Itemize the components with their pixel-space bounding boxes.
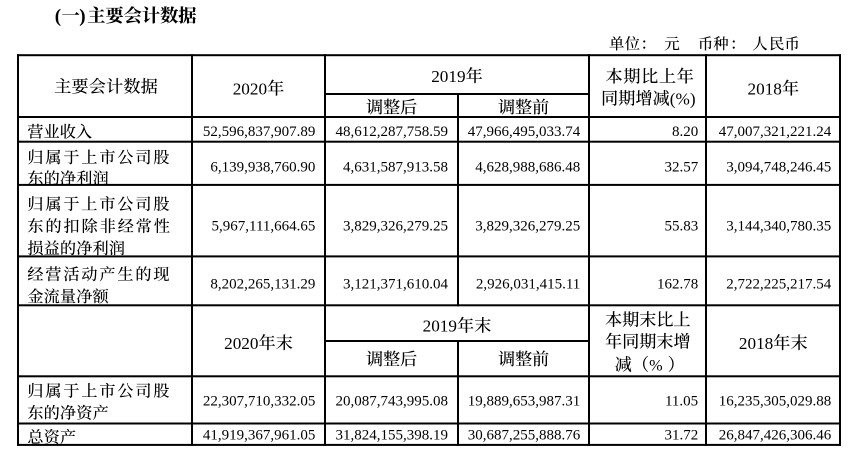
svg-text:6,139,938,760.90: 6,139,938,760.90	[210, 160, 315, 176]
svg-text:2,926,031,415.11: 2,926,031,415.11	[476, 277, 580, 293]
svg-text:3,829,326,279.25: 3,829,326,279.25	[475, 219, 580, 235]
svg-text:2020: 2020	[233, 79, 267, 98]
svg-text:19,889,653,987.31: 19,889,653,987.31	[468, 393, 581, 409]
svg-text:3,144,340,780.35: 3,144,340,780.35	[726, 219, 831, 235]
svg-text:8.20: 8.20	[672, 124, 698, 140]
svg-text:55.83: 55.83	[664, 219, 698, 235]
svg-text:30,687,255,888.76: 30,687,255,888.76	[468, 428, 581, 444]
svg-text:4,631,587,913.58: 4,631,587,913.58	[343, 160, 448, 176]
svg-text:(: (	[55, 6, 61, 27]
svg-text:11.05: 11.05	[665, 393, 698, 409]
svg-text:47,007,321,221.24: 47,007,321,221.24	[719, 124, 832, 140]
svg-text:32.57: 32.57	[664, 160, 698, 176]
svg-text:3,094,748,246.45: 3,094,748,246.45	[726, 160, 831, 176]
svg-text:): )	[79, 6, 85, 27]
svg-text:16,235,305,029.88: 16,235,305,029.88	[719, 393, 832, 409]
svg-text:47,966,495,033.74: 47,966,495,033.74	[468, 124, 581, 140]
svg-text:8,202,265,131.29: 8,202,265,131.29	[210, 277, 315, 293]
svg-text:31,824,155,398.19: 31,824,155,398.19	[336, 428, 449, 444]
svg-text:31.72: 31.72	[664, 428, 698, 444]
svg-text:41,919,367,961.05: 41,919,367,961.05	[203, 428, 316, 444]
svg-text:(%): (%)	[670, 89, 696, 108]
svg-text:2018: 2018	[748, 79, 782, 98]
svg-text:4,628,988,686.48: 4,628,988,686.48	[475, 160, 580, 176]
svg-text:3,829,326,279.25: 3,829,326,279.25	[343, 219, 448, 235]
svg-text:162.78: 162.78	[657, 277, 698, 293]
svg-text:2018: 2018	[739, 334, 773, 353]
svg-text:26,847,426,306.46: 26,847,426,306.46	[719, 428, 832, 444]
svg-text:20,087,743,995.08: 20,087,743,995.08	[336, 393, 449, 409]
svg-text:2,722,225,217.54: 2,722,225,217.54	[726, 277, 832, 293]
svg-text:22,307,710,332.05: 22,307,710,332.05	[203, 393, 316, 409]
svg-text:2019: 2019	[431, 67, 465, 86]
svg-text:3,121,371,610.04: 3,121,371,610.04	[343, 277, 449, 293]
svg-text:5,967,111,664.65: 5,967,111,664.65	[212, 219, 316, 235]
svg-text:%: %	[649, 356, 662, 374]
svg-text:2019: 2019	[423, 317, 457, 336]
svg-text:2020: 2020	[224, 334, 258, 353]
svg-text:48,612,287,758.59: 48,612,287,758.59	[336, 124, 449, 140]
svg-text:52,596,837,907.89: 52,596,837,907.89	[203, 124, 316, 140]
